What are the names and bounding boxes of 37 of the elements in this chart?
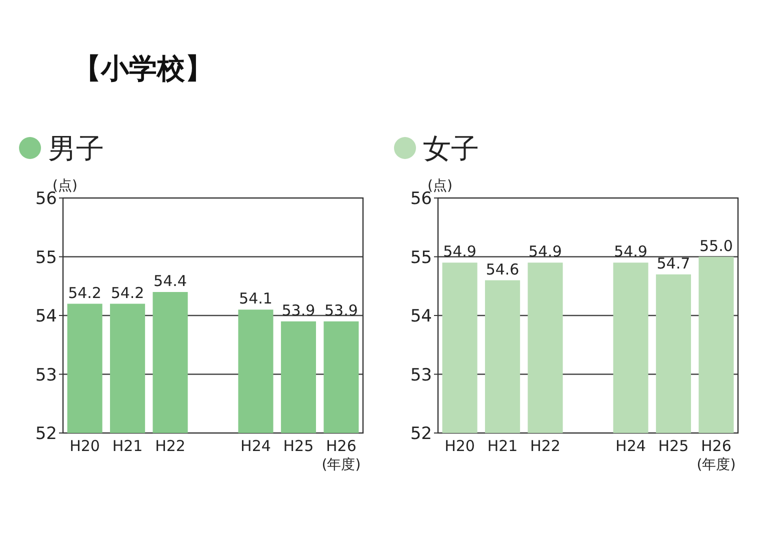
y-tick-label: 55 bbox=[410, 248, 432, 268]
x-tick-label: H25 bbox=[658, 437, 689, 455]
data-label: 54.4 bbox=[154, 272, 187, 290]
x-tick-label: H26 bbox=[326, 437, 356, 455]
data-label: 54.2 bbox=[110, 284, 144, 302]
data-label: 54.2 bbox=[68, 284, 102, 302]
data-label: 54.9 bbox=[528, 242, 562, 261]
data-label: 54.9 bbox=[443, 242, 476, 261]
x-tick-label: H22 bbox=[530, 437, 560, 455]
data-label: 54.7 bbox=[656, 254, 690, 272]
data-label: 54.6 bbox=[486, 260, 520, 278]
x-tick-label: H26 bbox=[701, 437, 732, 455]
y-tick-label: 53 bbox=[35, 365, 57, 386]
y-tick-label: 54 bbox=[35, 306, 57, 326]
x-tick-label: H25 bbox=[283, 437, 314, 455]
x-tick-label: H20 bbox=[70, 437, 100, 455]
y-tick-label: 53 bbox=[410, 365, 432, 386]
x-axis-title: (年度) bbox=[322, 457, 361, 473]
chart-title: 【小学校】 bbox=[73, 52, 213, 85]
x-tick-label: H22 bbox=[155, 437, 186, 455]
data-label: 54.9 bbox=[614, 242, 648, 261]
x-axis-title: (年度) bbox=[696, 457, 736, 473]
x-tick-label: H20 bbox=[444, 437, 475, 455]
legend-label: 女子 bbox=[423, 132, 479, 165]
y-tick-label: 52 bbox=[35, 424, 57, 444]
data-label: 55.0 bbox=[700, 236, 733, 255]
data-label: 53.9 bbox=[282, 301, 316, 320]
data-label: 53.9 bbox=[324, 301, 358, 320]
y-tick-label: 54 bbox=[410, 306, 432, 326]
y-tick-label: 52 bbox=[410, 424, 432, 444]
x-tick-label: H21 bbox=[112, 437, 143, 455]
data-label: 54.1 bbox=[239, 290, 272, 308]
x-tick-label: H24 bbox=[616, 437, 646, 455]
x-tick-label: H24 bbox=[240, 437, 271, 455]
legend-label: 男子 bbox=[48, 132, 104, 165]
x-tick-label: H21 bbox=[487, 437, 518, 455]
y-tick-label: 55 bbox=[35, 248, 57, 268]
